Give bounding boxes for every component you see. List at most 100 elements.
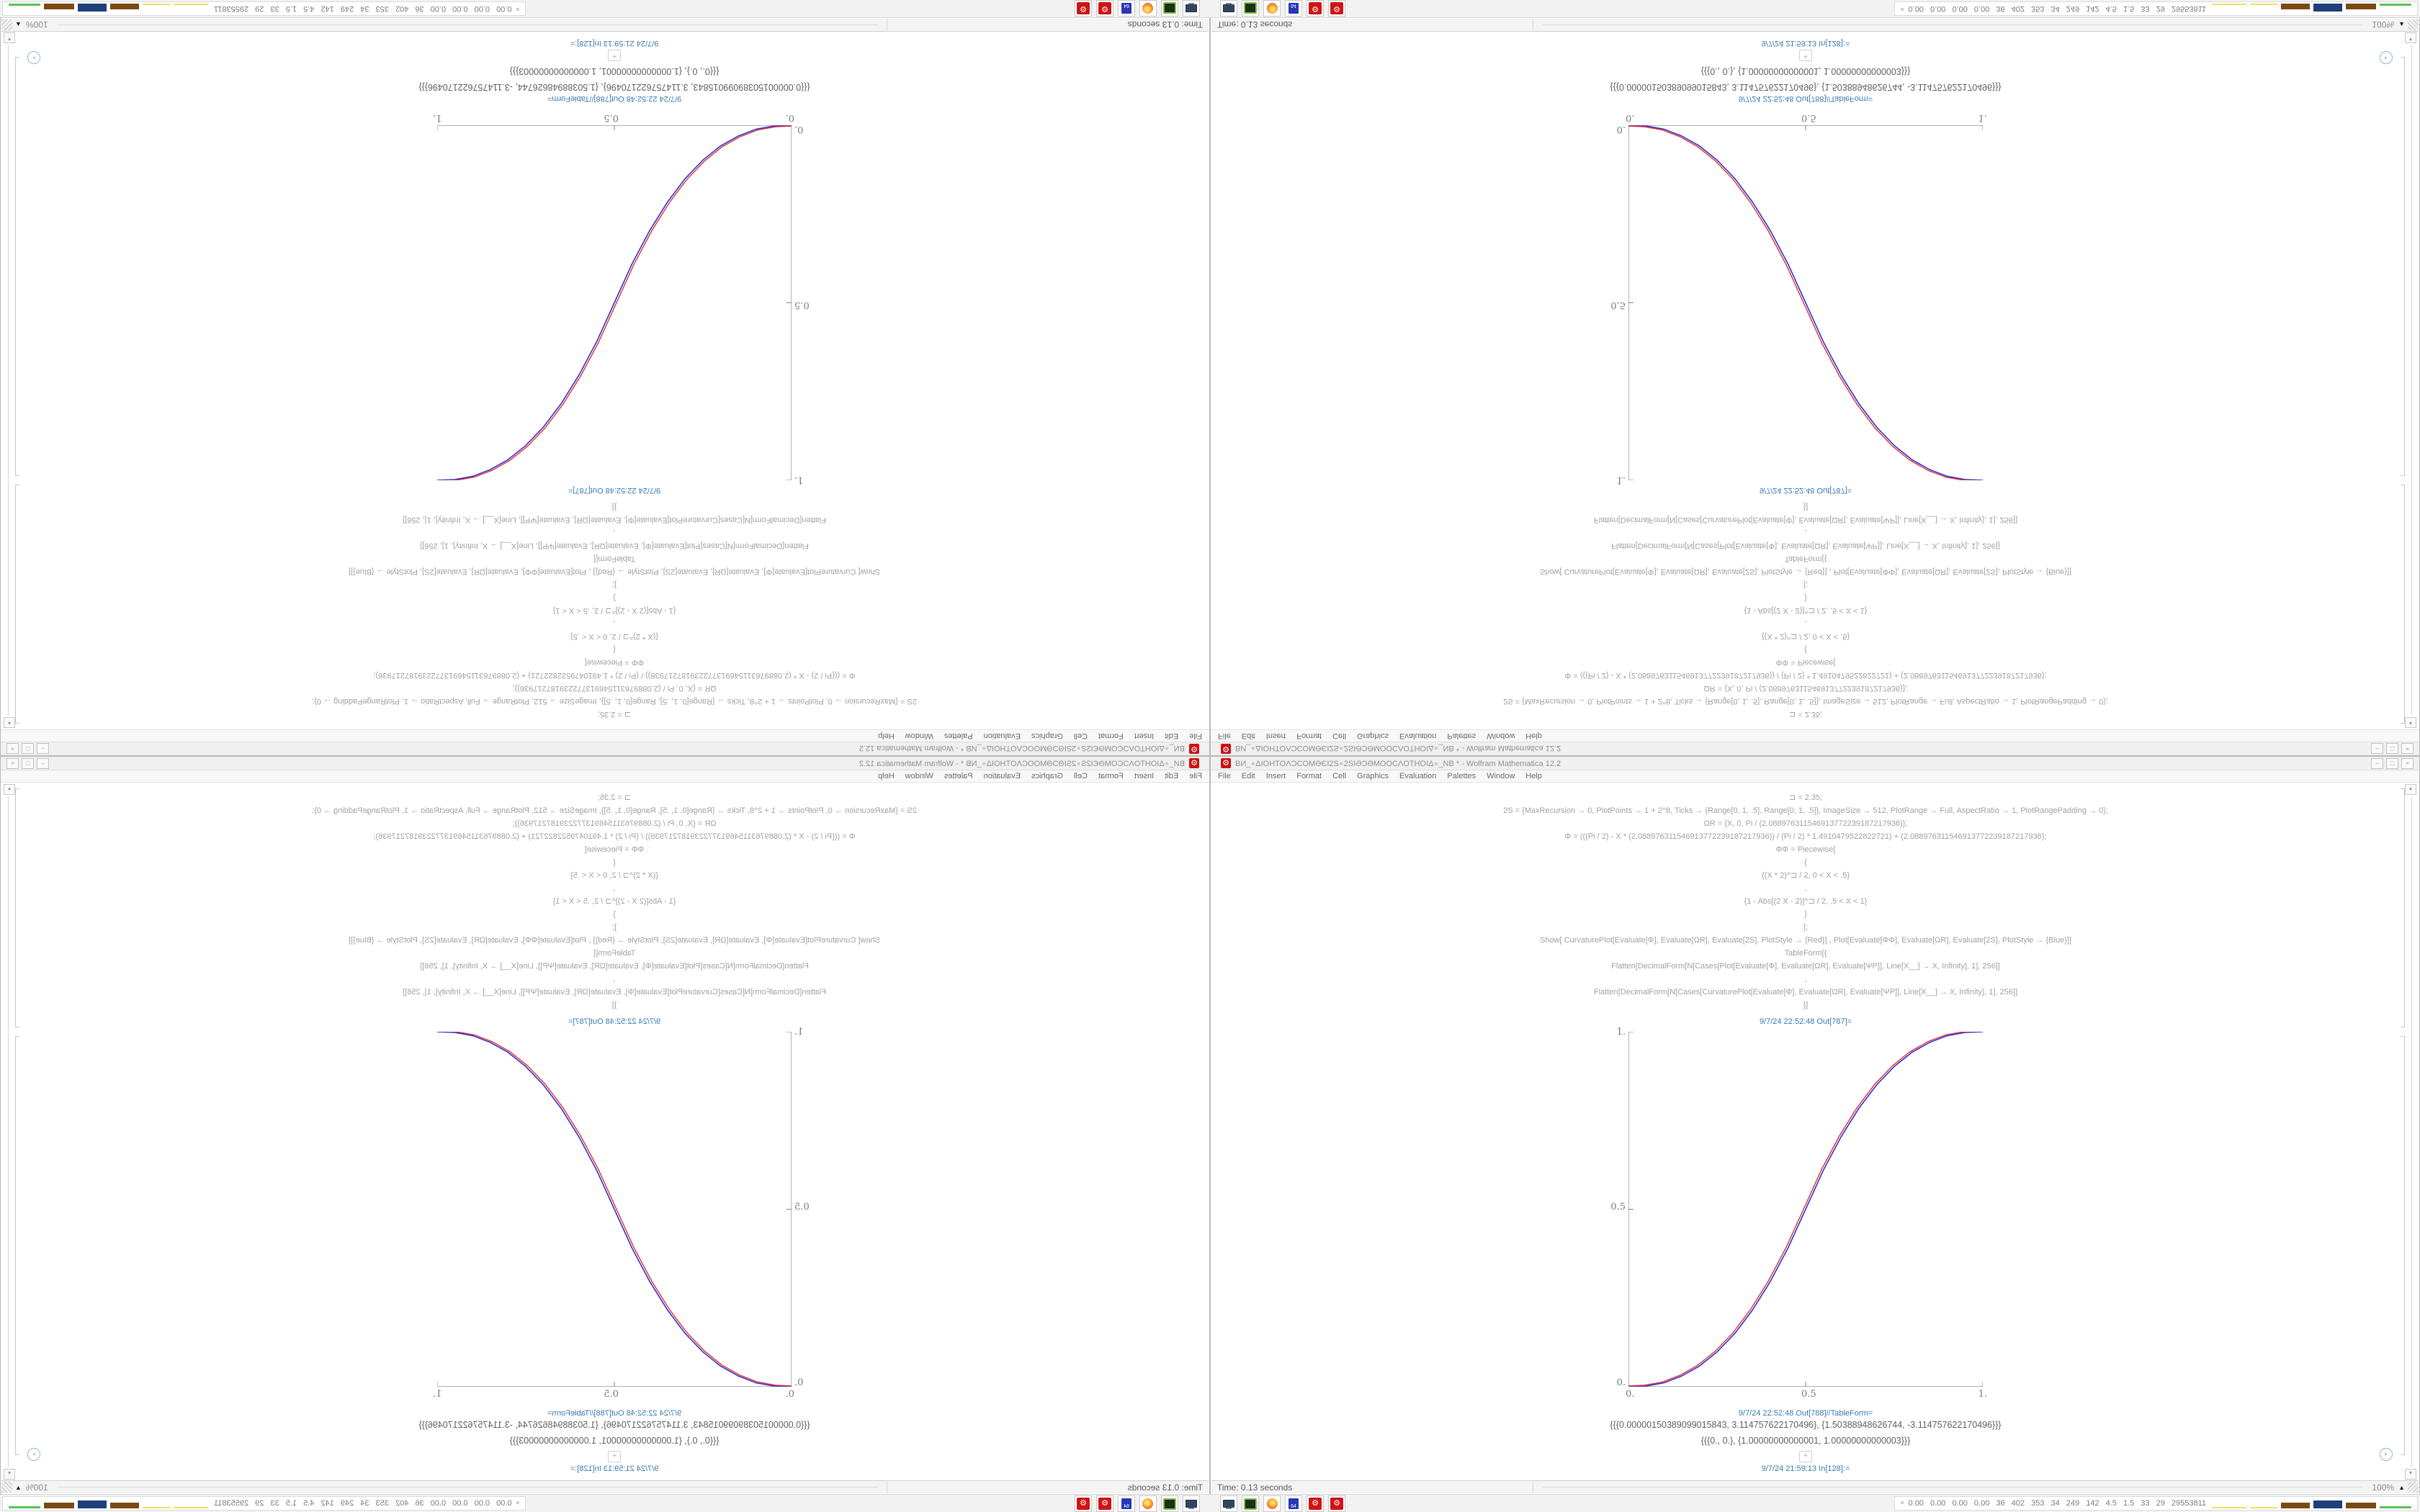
menu-item[interactable]: Cell — [1332, 732, 1347, 740]
notebook-input-line[interactable]: Flatten[DecimalForm[N[Cases[Plot[Evaluat… — [420, 541, 809, 550]
notebook-input-line[interactable]: {(X * 2)^⊐ / 2, 0 < X < .5} — [570, 632, 658, 641]
notebook-input-line[interactable]: 2S = {MaxRecursion → 0, PlotPoints → 1 +… — [312, 697, 917, 706]
scroll-up-button[interactable]: ▲ — [2405, 784, 2416, 795]
magnification-control[interactable]: 100% ▲ — [2372, 20, 2408, 30]
notebook-input-line[interactable]: ΦΦ = Piecewise[ — [1775, 658, 1836, 667]
notebook-input-line[interactable]: ]; — [611, 580, 617, 589]
notebook-input-line[interactable]: {(X * 2)^⊐ / 2, 0 < X < .5} — [1762, 632, 1850, 641]
notebook-input-line[interactable]: }] — [1803, 1001, 1809, 1009]
notebook-input-line[interactable]: Flatten[DecimalForm[N[Cases[Plot[Evaluat… — [1611, 962, 2000, 971]
horizontal-scrollbar[interactable] — [56, 1487, 878, 1488]
scroll-down-button[interactable]: ▼ — [2405, 32, 2416, 43]
menu-item[interactable]: Graphics — [1031, 732, 1063, 740]
terminal-icon[interactable] — [1242, 1495, 1259, 1512]
output-cell-bracket[interactable] — [2401, 57, 2405, 476]
close-button[interactable]: × — [2401, 757, 2414, 769]
vertical-scrollbar[interactable] — [8, 45, 9, 715]
menu-item[interactable]: Palettes — [1447, 772, 1476, 780]
firefox-icon[interactable] — [1263, 0, 1281, 17]
scroll-down-button[interactable]: ▼ — [2405, 1469, 2416, 1480]
gear-red-icon[interactable]: ⚙ — [1328, 1495, 1345, 1512]
insert-cell-button[interactable]: + — [1799, 1451, 1812, 1462]
gear-red-icon[interactable]: ⚙ — [1096, 1495, 1113, 1512]
notebook-input-line[interactable]: ⊐ = 2.35; — [1788, 793, 1823, 802]
notebook-output-line[interactable]: {{{0., 0.}, {1.00000000000001, 1.0000000… — [1700, 66, 1911, 76]
window-titlebar[interactable]: ⚙ ВИ_∘ΔIOHTOΛϽCOMӘЄI2S∘2SIӘϽӘMOOCΛOTHOIΔ… — [1, 742, 1209, 755]
screenshot-tool-icon[interactable] — [1183, 1495, 1200, 1512]
resize-grip-icon[interactable] — [1, 1482, 12, 1493]
minimize-button[interactable]: – — [37, 757, 49, 769]
magnification-control[interactable]: 100% ▲ — [12, 20, 48, 30]
output-cell-bracket[interactable] — [15, 57, 19, 476]
notebook-output-line[interactable]: {{{0.00000150389099015843, 3.11475762217… — [418, 82, 810, 92]
horizontal-scrollbar[interactable] — [1542, 24, 2364, 25]
menu-item[interactable]: Cell — [1332, 772, 1347, 780]
notebook-input-line[interactable]: {1 - Abs[(2 X - 2)]^⊐ / 2, .5 < X < 1} — [552, 897, 676, 906]
menu-item[interactable]: Palettes — [944, 772, 973, 780]
jump-to-end-icon[interactable]: » — [2380, 1448, 2393, 1461]
input-cell-bracket[interactable] — [15, 485, 19, 724]
minimize-button[interactable]: – — [37, 743, 49, 755]
notebook-input-line[interactable]: Show[ CurvaturePlot[Evaluate[Φ], Evaluat… — [349, 936, 880, 945]
tray-expand-icon[interactable]: « — [1898, 1502, 1906, 1505]
terminal-icon[interactable] — [1161, 0, 1178, 17]
floppy-64-icon[interactable]: 64 — [1285, 0, 1302, 17]
notebook-input-line[interactable]: TableForm[{ — [1784, 554, 1827, 563]
menu-item[interactable]: Evaluation — [983, 772, 1021, 780]
notebook-input-line[interactable]: , — [1804, 619, 1807, 628]
output-cell-group[interactable]: {{{0.00000150389099015843, 3.11475762217… — [1610, 1420, 2001, 1446]
close-button[interactable]: × — [2401, 743, 2414, 755]
system-tray[interactable]: « 0.00 0.00 0.00 0.00 36 402 353 34 249 … — [2, 1, 526, 16]
notebook-input-line[interactable]: 2S = {MaxRecursion → 0, PlotPoints → 1 +… — [1503, 806, 2108, 815]
menu-item[interactable]: Edit — [1241, 772, 1255, 780]
notebook-input-line[interactable]: ⊐ = 2.35; — [597, 710, 632, 719]
notebook-output-line[interactable]: {{{0.00000150389099015843, 3.11475762217… — [1610, 1420, 2002, 1430]
menu-item[interactable]: Format — [1296, 772, 1322, 780]
notebook-input-line[interactable]: ]; — [611, 923, 617, 932]
vertical-scrollbar[interactable] — [8, 797, 9, 1467]
output-cell-bracket[interactable] — [15, 1036, 19, 1455]
vertical-scrollbar[interactable] — [2411, 797, 2412, 1467]
resize-grip-icon[interactable] — [1, 19, 12, 30]
notebook-input-line[interactable]: {(X * 2)^⊐ / 2, 0 < X < .5} — [570, 871, 658, 880]
notebook-area[interactable]: ⊐ = 2.35; 2S = {MaxRecursion → 0, PlotPoi… — [1, 783, 1209, 1481]
window-titlebar[interactable]: ⚙ ВИ_∘ΔIOHTOΛϽCOMӘЄI2S∘2SIӘϽӘMOOCΛOTHOIΔ… — [1211, 742, 2419, 755]
notebook-input-line[interactable]: Flatten[DecimalForm[N[Cases[CurvaturePlo… — [1593, 516, 2018, 524]
input-cell-bracket[interactable] — [2401, 788, 2405, 1027]
notebook-input-line[interactable]: ΩR = {X, 0, Pi / (2.08897631154691377223… — [1703, 684, 1908, 693]
notebook-input-line[interactable]: }] — [611, 503, 617, 511]
notebook-input-line[interactable]: , — [613, 619, 616, 628]
menu-item[interactable]: File — [1189, 732, 1202, 740]
notebook-input-line[interactable]: Flatten[DecimalForm[N[Cases[CurvaturePlo… — [402, 988, 827, 996]
notebook-input-line[interactable]: , — [1804, 975, 1807, 984]
input-cell-group[interactable]: ⊐ = 2.35; 2S = {MaxRecursion → 0, PlotPoi… — [1503, 500, 2108, 721]
output-cell-group[interactable]: {{{0.00000150389099015843, 3.11475762217… — [1610, 66, 2001, 92]
tray-expand-icon[interactable]: « — [1898, 7, 1906, 10]
notebook-input-line[interactable]: } — [613, 910, 616, 919]
scroll-down-button[interactable]: ▼ — [4, 32, 15, 43]
tray-expand-icon[interactable]: « — [514, 1502, 522, 1505]
menu-item[interactable]: Help — [1525, 732, 1542, 740]
menu-item[interactable]: Insert — [1265, 772, 1286, 780]
menu-item[interactable]: Window — [905, 732, 933, 740]
notebook-output-line[interactable]: {{{0.00000150389099015843, 3.11475762217… — [418, 1420, 810, 1430]
screenshot-tool-icon[interactable] — [1220, 0, 1237, 17]
notebook-input-line[interactable]: ΦΦ = Piecewise[ — [1775, 845, 1836, 854]
scroll-down-button[interactable]: ▼ — [4, 1469, 15, 1480]
output-cell-group[interactable]: {{{0.00000150389099015843, 3.11475762217… — [418, 1420, 810, 1446]
scroll-up-button[interactable]: ▲ — [4, 784, 15, 795]
resize-grip-icon[interactable] — [2408, 19, 2419, 30]
menu-item[interactable]: Cell — [1073, 732, 1088, 740]
maximize-button[interactable]: □ — [22, 757, 34, 769]
notebook-input-line[interactable]: Φ = (((Pi / 2) - X * (2.0889763115469137… — [1564, 671, 2047, 680]
notebook-input-line[interactable]: Flatten[DecimalForm[N[Cases[Plot[Evaluat… — [1611, 541, 2000, 550]
terminal-icon[interactable] — [1161, 1495, 1178, 1512]
horizontal-scrollbar[interactable] — [1542, 1487, 2364, 1488]
notebook-input-line[interactable]: { — [1804, 645, 1807, 654]
scroll-up-button[interactable]: ▲ — [2405, 717, 2416, 728]
menu-item[interactable]: Graphics — [1357, 732, 1389, 740]
gear-red-icon[interactable]: ⚙ — [1075, 1495, 1092, 1512]
system-tray[interactable]: « 0.00 0.00 0.00 0.00 36 402 353 34 249 … — [1894, 1, 2418, 16]
notebook-input-line[interactable]: Show[ CurvaturePlot[Evaluate[Φ], Evaluat… — [1540, 936, 2071, 945]
notebook-input-line[interactable]: ]; — [1803, 923, 1809, 932]
